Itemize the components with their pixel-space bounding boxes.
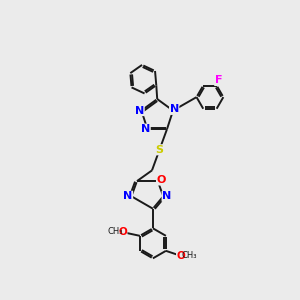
Text: O: O <box>176 251 185 261</box>
Text: CH₃: CH₃ <box>107 227 123 236</box>
Text: N: N <box>141 124 150 134</box>
Text: N: N <box>169 104 179 114</box>
Text: S: S <box>155 145 164 155</box>
Text: F: F <box>215 75 222 85</box>
Text: O: O <box>118 227 127 237</box>
Text: O: O <box>157 175 166 185</box>
Text: N: N <box>162 191 171 201</box>
Text: N: N <box>135 106 144 116</box>
Text: N: N <box>123 191 133 201</box>
Text: CH₃: CH₃ <box>181 251 197 260</box>
